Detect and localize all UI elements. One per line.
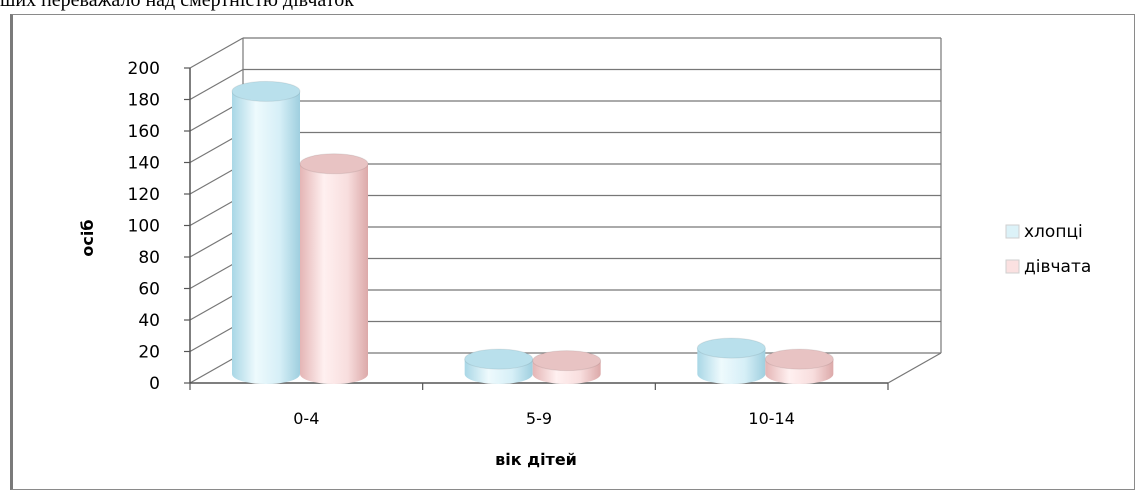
chart-frame [10,14,1135,490]
y-tick-label: 0 [149,374,160,394]
bar-top [464,348,534,370]
bar-body [697,348,766,384]
y-tick-label: 80 [138,248,160,268]
legend-label: дівчата [1024,257,1091,277]
x-axis-categories: 0-4 5-9 10-14 [189,383,889,428]
x-tick-label: 0-4 [293,409,319,428]
y-axis-ticks: 0 20 40 60 80 100 120 140 160 180 200 [128,59,190,394]
x-tick-label: 10-14 [748,409,795,428]
bar-body [232,91,300,384]
legend-swatch [1005,224,1020,239]
floor-edge [887,352,942,384]
y-tick-label: 40 [138,311,160,331]
y-tick-label: 60 [138,280,160,300]
y-axis-title: осіб [78,219,97,256]
bar-top [764,348,834,370]
side-wall-line [189,37,244,69]
legend-label: хлопці [1024,222,1083,242]
y-tick-label: 160 [128,122,160,142]
y-tick-label: 120 [128,185,160,205]
y-tick-label: 20 [138,343,160,363]
bar-top [299,153,369,175]
y-tick-label: 100 [128,217,160,237]
bar-0-4-1 [299,153,369,384]
bar-top [532,350,602,372]
x-axis-title: вік дітей [495,450,577,469]
legend-swatch [1005,259,1020,274]
y-tick-label: 180 [128,91,160,111]
bar-top [696,337,766,359]
bar-10-14-0 [696,337,766,384]
bar-10-14-1 [764,348,834,384]
y-tick-label: 200 [128,59,160,79]
chart-legend: хлопці дівчата [1005,222,1091,277]
bar-5-9-0 [464,348,534,384]
bar-0-4-0 [231,80,301,384]
bar-5-9-1 [532,350,602,384]
bar-body [300,163,368,384]
y-tick-label: 140 [128,154,160,174]
chart-bars [231,80,834,384]
side-wall-line [189,68,244,101]
x-tick-label: 5-9 [526,409,552,428]
bar-top [231,80,301,102]
page-caption: ших переважало над смертністю дівчаток [0,0,354,11]
